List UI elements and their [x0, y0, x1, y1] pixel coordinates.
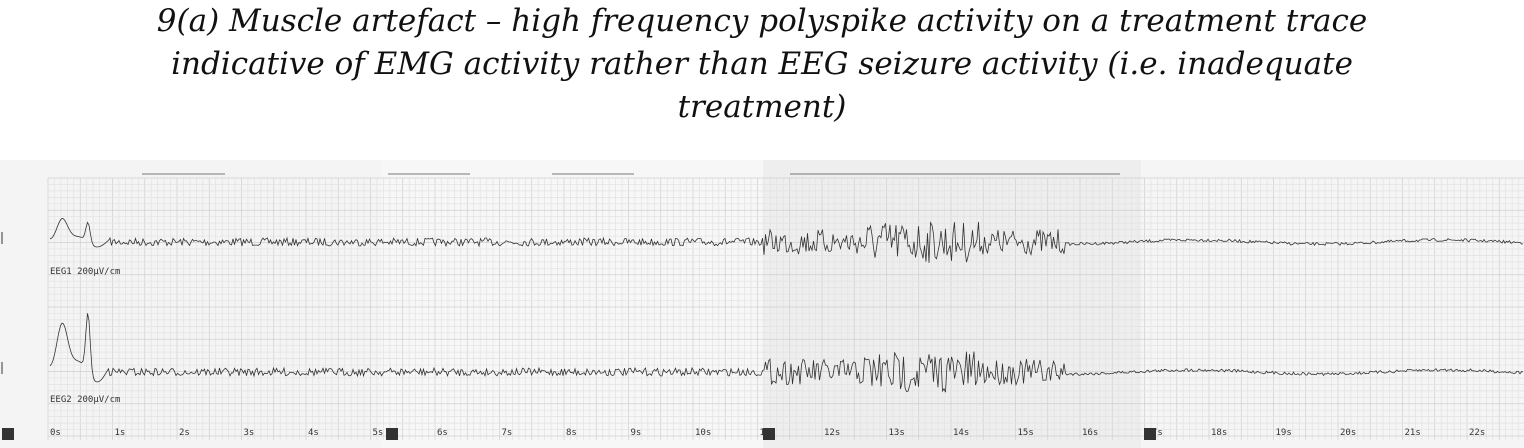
- page-marker: [1144, 428, 1156, 440]
- figure-title: 9(a) Muscle artefact – high frequency po…: [0, 0, 1524, 129]
- page-marker: [763, 428, 775, 440]
- time-label: 6s: [437, 428, 448, 438]
- time-label: 8s: [566, 428, 577, 438]
- page-marker: [386, 428, 398, 440]
- eeg-trace: [49, 218, 1524, 263]
- time-label: 19s: [1276, 428, 1292, 438]
- time-label: 16s: [1082, 428, 1098, 438]
- time-label: 1s: [115, 428, 126, 438]
- time-label: 1: [760, 428, 765, 438]
- paper-panel: [1141, 160, 1524, 448]
- time-label: 13s: [889, 428, 905, 438]
- eeg-trace: [49, 313, 1524, 393]
- title-line: indicative of EMG activity rather than E…: [171, 46, 1353, 82]
- time-label: 15s: [1018, 428, 1034, 438]
- time-label: 2s: [179, 428, 190, 438]
- time-label: 10s: [695, 428, 711, 438]
- time-label: 14s: [953, 428, 969, 438]
- paper-panel: [763, 160, 1141, 448]
- time-label: 18s: [1211, 428, 1227, 438]
- paper-panel: [0, 160, 381, 448]
- grid: [47, 177, 1524, 440]
- time-label: 0s: [50, 428, 61, 438]
- time-label: 12s: [824, 428, 840, 438]
- time-label: 22s: [1469, 428, 1485, 438]
- title-line: 9(a) Muscle artefact – high frequency po…: [156, 3, 1368, 39]
- time-label: 9s: [631, 428, 642, 438]
- channel-label: EEG1 200µV/cm: [50, 267, 120, 277]
- time-label: 21s: [1405, 428, 1421, 438]
- channel-label: EEG2 200µV/cm: [50, 395, 120, 405]
- time-label: 20s: [1340, 428, 1356, 438]
- time-label: 3s: [244, 428, 255, 438]
- page-marker: [2, 428, 14, 440]
- time-label: 4s: [308, 428, 319, 438]
- title-line: treatment): [677, 89, 847, 125]
- time-label: 5s: [373, 428, 384, 438]
- time-label: 7s: [502, 428, 513, 438]
